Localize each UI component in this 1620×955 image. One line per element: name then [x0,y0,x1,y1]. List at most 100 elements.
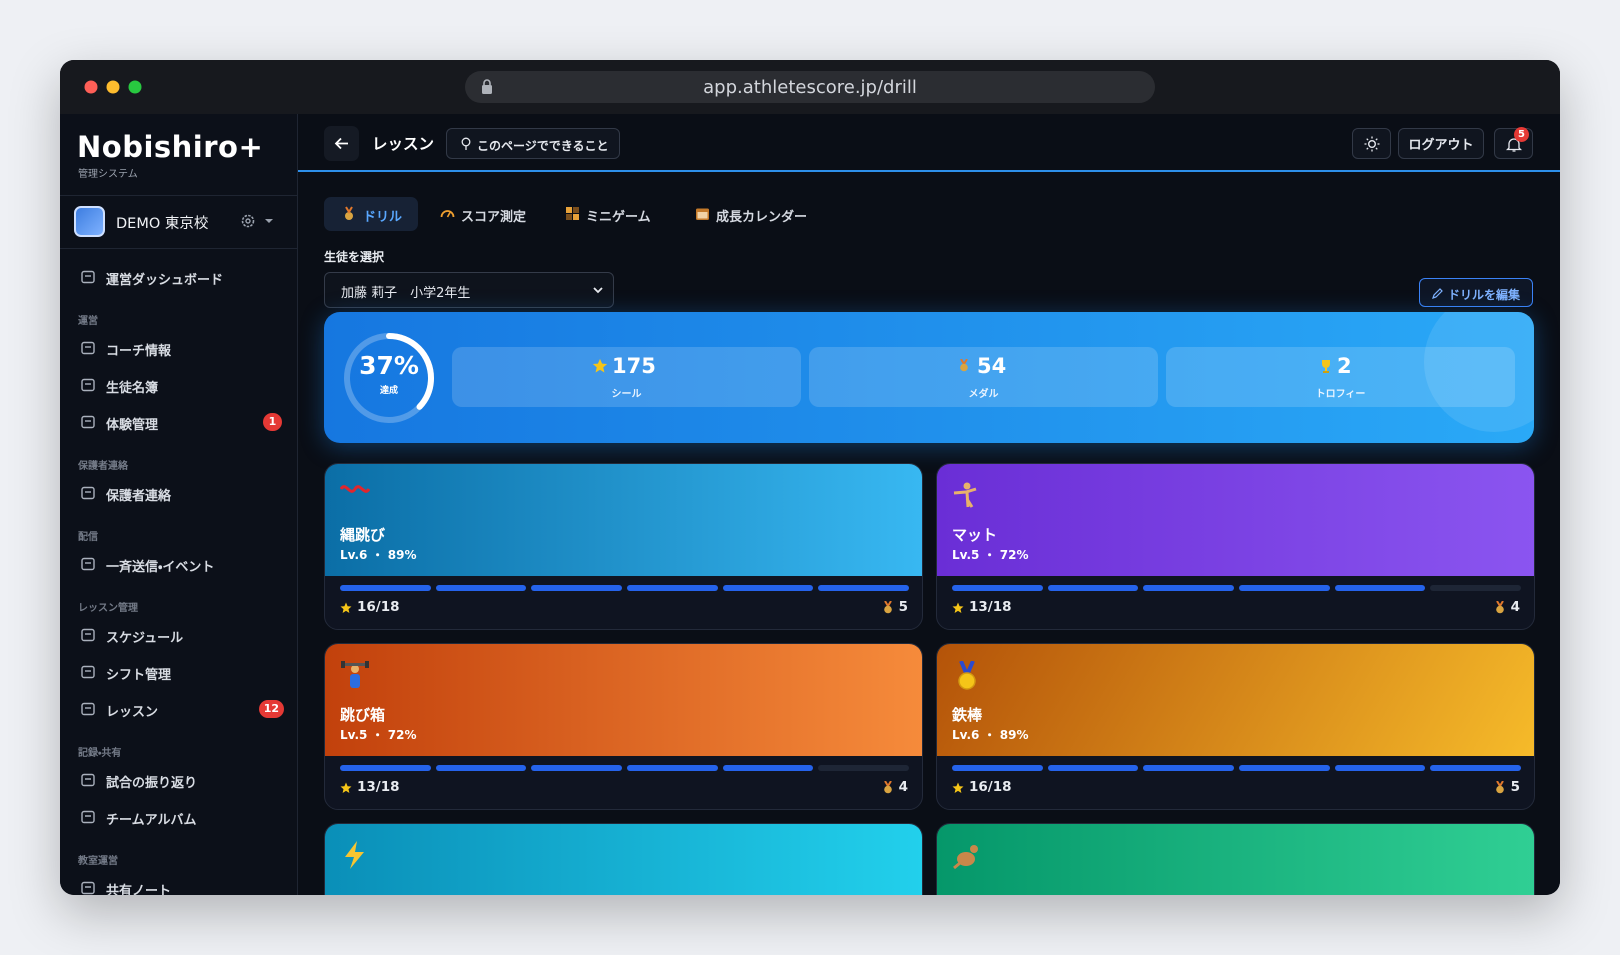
progress-segment [1239,765,1330,771]
main: レッスン このページでできること ログアウト 5 ドリル スコア測定 ミニゲーム 成長カレンダ… [298,114,1560,895]
drill-stars: 16/18 [969,779,1012,795]
progress-segment [722,585,814,591]
nav-badge: 12 [258,700,284,718]
bulb-icon-shape [461,137,471,147]
star-icon [952,602,964,613]
sun-icon [1364,136,1380,152]
drill-card[interactable] [324,823,923,895]
nav-label: スケジュール [106,631,184,646]
nav-icon [81,810,95,824]
drill-icon-shape [957,852,975,866]
nav-icon-shape [81,415,95,429]
nav-label: 保護者連絡 [106,489,172,504]
divider [60,248,297,249]
nav-item[interactable]: チームアルバム [68,802,290,832]
card-header [937,824,1534,895]
nav-icon-shape [81,628,95,642]
nav-icon-shape [81,486,95,500]
progress-segment [952,765,1043,771]
nav-icon-shape [81,378,95,392]
progress-segment [1047,765,1139,771]
student-select[interactable]: 加藤 莉子 小学2年生 [324,272,614,308]
star-icon [340,782,352,793]
drill-card[interactable]: 鉄棒 Lv.6 ・ 89% 16/18 5 [936,643,1535,810]
drill-icon-shape [341,661,345,668]
progress-caption: 達成 [379,386,398,396]
stat-label: シール [611,389,642,400]
progress-arc-shape [344,333,434,423]
selected-student: 加藤 莉子 小学2年生 [341,286,471,301]
stat-card: 54 メダル [809,347,1158,407]
nav-item[interactable]: レッスン 12 [68,694,290,724]
nav-item[interactable]: 保護者連絡 [68,478,290,508]
medal-icon-shape [1496,601,1504,608]
window-control-shape [84,80,98,94]
pencil-icon-shape [1432,288,1443,299]
back-button[interactable] [324,126,359,161]
nav-item[interactable]: 試合の振り返り [68,765,290,795]
brand-subtitle: 管理システム [78,169,138,180]
drill-icon-shape [351,665,359,673]
medal-icon-shape [884,601,892,608]
progress-segment [1430,585,1521,591]
nav-label: コーチ情報 [106,344,172,359]
nav-item[interactable]: 体験管理 1 [68,407,290,437]
nav-item[interactable]: スケジュール [68,620,290,650]
tab-label: ドリル [363,210,403,225]
nav-icon-shape [81,341,95,355]
nav-section: 記録・共有 [78,748,122,759]
trophy-icon-shape [1322,360,1330,368]
drill-card[interactable]: 縄跳び Lv.6 ・ 89% 16/18 5 [324,463,923,630]
drill-level: Lv.5 ・ 72% [340,728,417,742]
tab-icon-shape [697,212,708,219]
nav-item[interactable]: 生徒名簿 [68,370,290,400]
logout-button[interactable]: ログアウト [1398,128,1484,159]
nav-item[interactable]: シフト管理 [68,657,290,687]
tab[interactable]: 成長カレンダー [677,197,817,231]
nav-label: チームアルバム [106,813,197,828]
drill-icon [953,845,978,870]
help-button[interactable]: このページでできること [446,128,620,159]
medal-icon-shape [884,605,892,614]
caret-icon [265,219,273,223]
drill-icon [345,841,364,869]
progress-segment [1334,585,1426,591]
medal-icon-shape [1496,781,1504,788]
window-control [106,80,120,94]
progress-segment [531,585,622,591]
progress-segment [1430,765,1521,771]
nav-icon-shape [81,773,95,787]
drill-card[interactable]: マット Lv.5 ・ 72% 13/18 4 [936,463,1535,630]
tab[interactable]: スコア測定 [422,197,544,231]
nav-item[interactable]: コーチ情報 [68,333,290,363]
nav-item[interactable]: 運営ダッシュボード [68,262,290,292]
nav-section: 保護者連絡 [78,461,128,472]
school-logo [74,206,105,237]
stat-label: トロフィー [1315,389,1366,400]
card-header: マット Lv.5 ・ 72% [937,464,1534,576]
notification-button[interactable]: 5 [1494,127,1533,159]
medal-icon [884,781,892,794]
nav-icon-shape [81,810,95,824]
trophy-icon-shape [1325,368,1327,371]
tab-icon-shape [345,212,353,220]
theme-button[interactable] [1352,128,1391,159]
tab[interactable]: ミニゲーム [547,197,674,231]
medal-icon [884,601,892,614]
drill-name: 跳び箱 [340,706,386,724]
drill-card[interactable]: 跳び箱 Lv.5 ・ 72% 13/18 4 [324,643,923,810]
edit-button[interactable]: ドリルを編集 [1419,278,1533,307]
back-icon-shape [334,137,348,150]
lock-icon-shape [482,85,492,94]
nav-item[interactable]: 共有ノート [68,873,290,895]
window-control-shape [106,80,120,94]
nav-item[interactable]: 一斉送信・イベント [68,549,290,579]
window-control-shape [128,80,142,94]
star-icon-shape [340,782,352,793]
tab[interactable]: ドリル [324,197,418,231]
drill-card[interactable] [936,823,1535,895]
url: app.athletescore.jp/drill [703,77,917,98]
address-bar: app.athletescore.jp/drill [465,71,1155,103]
stat-value: 175 [612,354,656,378]
